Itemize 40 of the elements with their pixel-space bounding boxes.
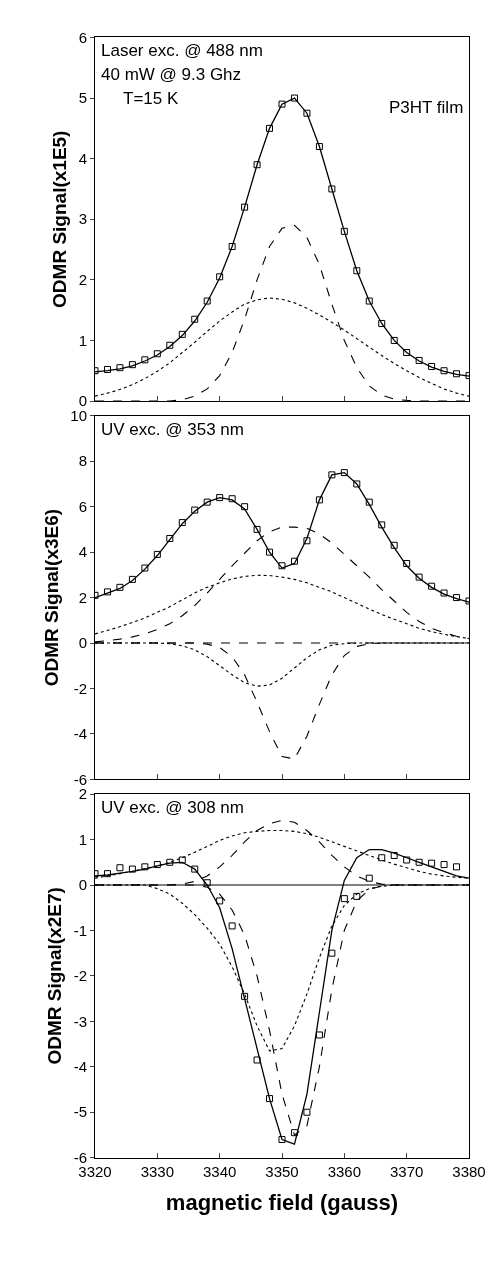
- y-tick-label: 0: [78, 634, 87, 652]
- annotation: UV exc. @ 308 nm: [101, 798, 244, 817]
- y-axis-title: ODMR Signal(x1E5): [49, 130, 71, 308]
- annotation: T=15 K: [123, 89, 179, 108]
- annotation: UV exc. @ 353 nm: [101, 420, 244, 439]
- y-tick-label: -4: [73, 1058, 87, 1076]
- y-tick-label: -4: [73, 725, 87, 743]
- y-tick-label: -6: [73, 770, 87, 788]
- y-tick-label: -2: [73, 679, 87, 697]
- y-tick-label: -1: [73, 921, 87, 939]
- y-axis-title: ODMR Signal(x3E6): [41, 508, 63, 687]
- y-tick-label: -3: [73, 1012, 87, 1030]
- x-axis-title: magnetic field (gauss): [165, 1189, 399, 1215]
- x-tick-label: 3350: [265, 1162, 299, 1180]
- y-tick-label: 1: [78, 830, 87, 848]
- x-tick-label: 3340: [202, 1162, 237, 1180]
- y-tick-label: 3: [78, 210, 87, 228]
- y-tick-label: 4: [78, 543, 87, 561]
- annotation: Laser exc. @ 488 nm: [101, 41, 263, 60]
- x-tick-label: 3360: [327, 1162, 362, 1180]
- annotation: P3HT film: [389, 98, 464, 117]
- y-tick-label: 4: [78, 149, 87, 167]
- y-tick-label: 5: [78, 89, 87, 107]
- y-axis-title: ODMR Signal(x2E7): [44, 887, 66, 1065]
- y-tick-label: 2: [78, 785, 87, 803]
- y-tick-label: 0: [78, 876, 87, 894]
- x-tick-label: 3370: [389, 1162, 424, 1180]
- y-tick-label: 0: [78, 392, 87, 410]
- y-tick-label: 6: [78, 28, 87, 46]
- y-tick-label: 6: [78, 497, 87, 515]
- x-tick-label: 3330: [140, 1162, 175, 1180]
- y-tick-label: 10: [70, 407, 87, 425]
- y-tick-label: 2: [78, 271, 87, 289]
- annotation: 40 mW @ 9.3 Ghz: [101, 65, 242, 84]
- y-tick-label: 8: [78, 452, 87, 470]
- y-tick-label: 1: [78, 331, 87, 349]
- y-tick-label: -5: [73, 1103, 87, 1121]
- y-tick-label: 2: [78, 588, 87, 606]
- x-tick-label: 3380: [452, 1162, 486, 1180]
- y-tick-label: -2: [73, 967, 87, 985]
